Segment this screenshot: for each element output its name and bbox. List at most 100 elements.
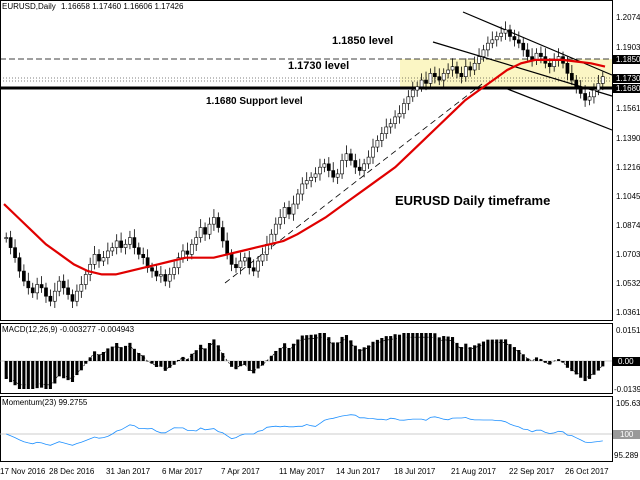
macd-bar xyxy=(587,361,592,379)
macd-bar xyxy=(115,343,119,361)
candle-body xyxy=(229,254,234,265)
candle-body xyxy=(119,240,123,248)
candle-body xyxy=(287,207,291,215)
candle-body xyxy=(216,217,221,228)
candle-body xyxy=(375,140,380,148)
candle-body xyxy=(22,270,26,282)
ohlc-close: 1.17426 xyxy=(154,2,184,11)
candle-body xyxy=(600,76,605,84)
momentum-panel[interactable] xyxy=(0,396,613,462)
macd-bar xyxy=(557,359,561,361)
candle-body xyxy=(459,73,464,78)
macd-bar xyxy=(459,347,463,361)
candle-body xyxy=(578,86,583,94)
candle-body xyxy=(362,163,367,171)
candle-body xyxy=(565,62,570,74)
candle-body xyxy=(596,83,601,91)
macd-bar xyxy=(521,354,525,361)
time-tick: 17 Nov 2016 xyxy=(0,467,46,476)
macd-bar xyxy=(247,361,251,371)
macd-bar xyxy=(154,361,159,367)
moving-average-line xyxy=(3,58,606,276)
candle-body xyxy=(587,96,592,101)
price-axis: 1.2074 1.1903 1.1850 1.1730 1.1680 1.156… xyxy=(613,13,640,317)
macd-bar xyxy=(203,348,207,361)
macd-bar xyxy=(123,345,128,361)
candle-body xyxy=(291,203,296,215)
candle-body xyxy=(189,243,194,255)
macd-bar xyxy=(252,361,256,374)
macd-bar xyxy=(464,343,468,361)
candle-body xyxy=(318,166,322,175)
macd-bar xyxy=(322,333,326,361)
macd-bar xyxy=(110,346,114,361)
time-tick: 28 Dec 2016 xyxy=(49,467,95,476)
channel-upper-line xyxy=(462,11,613,76)
macd-bar xyxy=(79,361,83,371)
candle-body xyxy=(110,247,115,252)
macd-bar xyxy=(548,361,552,365)
candle-body xyxy=(300,183,305,195)
macd-bar xyxy=(66,361,70,381)
candle-body xyxy=(83,274,88,285)
candle-body xyxy=(419,79,424,88)
candle-body xyxy=(194,237,199,245)
ohlc-open: 1.16658 xyxy=(61,2,90,11)
candle-body xyxy=(251,267,256,272)
macd-bar xyxy=(172,361,176,365)
momentum-axis: 105.63 100 95.289 xyxy=(613,399,640,460)
macd-bar xyxy=(384,336,388,361)
candle-body xyxy=(494,36,499,41)
macd-bar xyxy=(137,353,141,361)
candle-body xyxy=(463,66,468,78)
candle-body xyxy=(441,73,446,81)
macd-bar xyxy=(353,345,357,361)
candle-body xyxy=(313,173,318,178)
candle-body xyxy=(446,69,450,74)
candle-body xyxy=(525,49,530,57)
candle-body xyxy=(366,156,371,165)
macd-bar xyxy=(570,361,574,372)
candle-body xyxy=(402,103,406,114)
macd-bar xyxy=(62,361,66,379)
macd-bar xyxy=(296,339,300,361)
macd-bar xyxy=(331,342,335,361)
macd-bar xyxy=(119,347,123,361)
macd-signal-line xyxy=(6,336,604,386)
candle-body xyxy=(97,254,101,262)
candle-body xyxy=(150,267,154,272)
macd-bar xyxy=(13,361,17,386)
candle-body xyxy=(433,73,437,78)
time-tick: 6 Mar 2017 xyxy=(162,467,203,476)
candle-body xyxy=(326,163,331,171)
candle-body xyxy=(136,247,141,255)
macd-bar xyxy=(163,361,167,371)
candle-body xyxy=(592,89,596,98)
candle-body xyxy=(486,42,490,51)
macd-bar xyxy=(168,361,172,368)
price-panel[interactable] xyxy=(0,0,613,321)
macd-bar xyxy=(40,361,44,388)
candle-body xyxy=(379,133,384,141)
ohlc-low: 1.16606 xyxy=(123,2,153,11)
macd-bar xyxy=(539,359,543,361)
macd-bar xyxy=(375,339,379,361)
price-tick: 1.1730 xyxy=(616,74,640,83)
candle-body xyxy=(512,36,517,41)
candle-body xyxy=(397,113,402,118)
macd-bar xyxy=(344,335,349,361)
macd-bar xyxy=(159,361,163,367)
macd-bar xyxy=(367,345,371,361)
candle-body xyxy=(547,62,552,67)
candle-body xyxy=(349,153,353,161)
macd-bar xyxy=(256,361,260,369)
candle-body xyxy=(539,52,543,57)
candle-body xyxy=(4,237,9,239)
symbol-label: EURUSD,Daily xyxy=(2,2,56,11)
macd-bar xyxy=(314,334,318,361)
macd-bar xyxy=(358,349,362,361)
time-axis: 17 Nov 2016 28 Dec 2016 31 Jan 2017 6 Ma… xyxy=(0,467,609,476)
macd-bar xyxy=(561,361,565,363)
candle-body xyxy=(132,237,137,248)
